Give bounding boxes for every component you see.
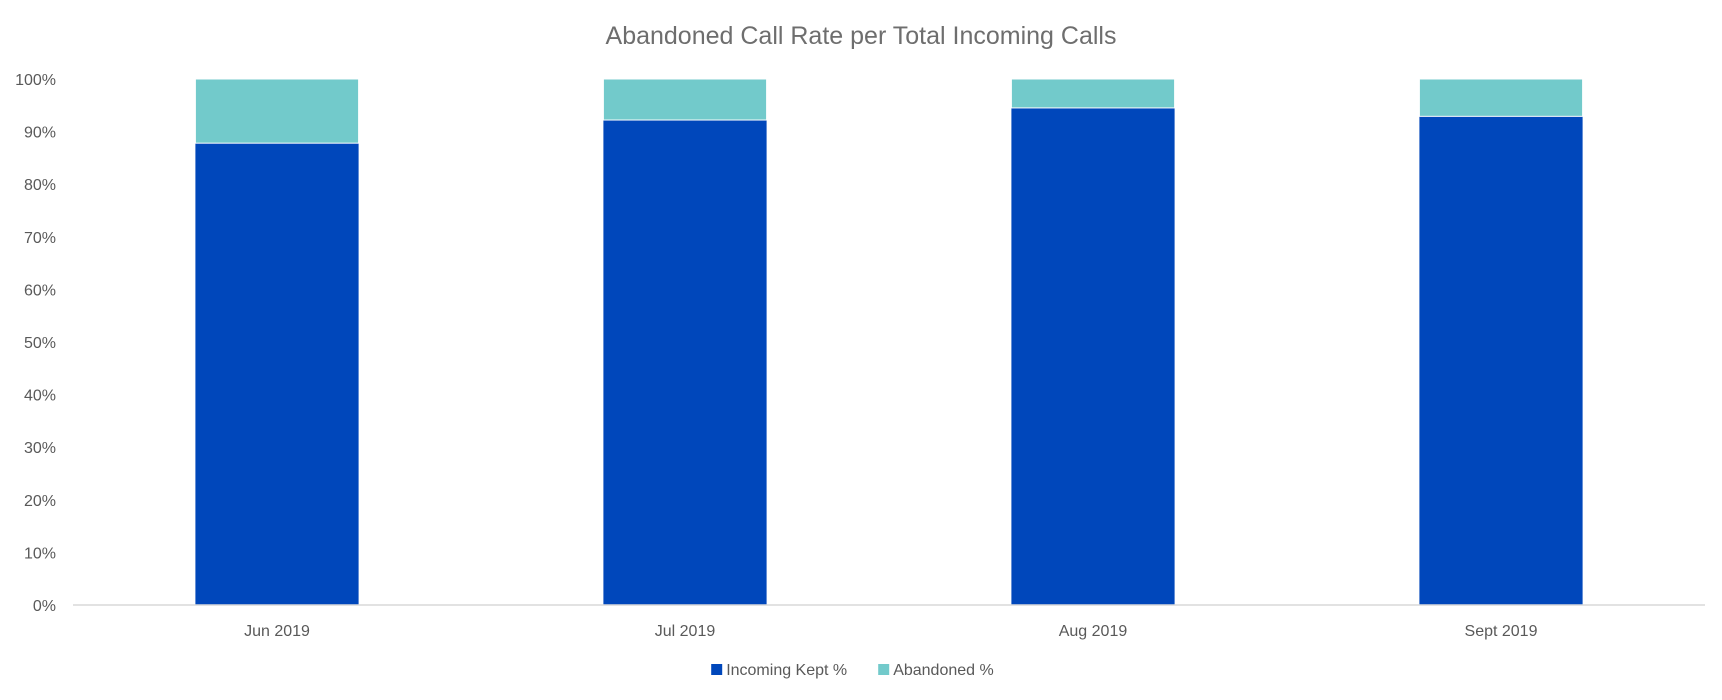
x-axis: Jun 2019 Jul 2019 Aug 2019 Sept 2019: [244, 623, 1538, 640]
bar-segment-abandoned: [602, 78, 768, 121]
y-tick-label: 100%: [15, 72, 56, 89]
y-tick-label: 70%: [24, 230, 56, 247]
legend-swatch: [878, 664, 890, 675]
y-tick-label: 60%: [24, 282, 56, 299]
bar-segment-incoming-kept: [1419, 116, 1583, 605]
y-tick-label: 0%: [33, 598, 56, 615]
chart-title: Abandoned Call Rate per Total Incoming C…: [606, 22, 1117, 50]
y-tick-label: 30%: [24, 440, 56, 457]
x-tick-label: Jun 2019: [244, 623, 310, 640]
bar-segment-abandoned: [1010, 78, 1176, 109]
y-tick-label: 20%: [24, 493, 56, 510]
bar-segment-incoming-kept: [603, 120, 767, 605]
y-tick-label: 50%: [24, 335, 56, 352]
x-tick-label: Aug 2019: [1059, 623, 1128, 640]
legend: Incoming Kept % Abandoned %: [711, 662, 994, 679]
y-tick-label: 10%: [24, 545, 56, 562]
legend-item: Incoming Kept %: [711, 662, 847, 679]
bar-segment-incoming-kept: [1011, 107, 1175, 606]
y-tick-label: 90%: [24, 125, 56, 142]
x-tick-label: Jul 2019: [655, 623, 716, 640]
x-tick-label: Sept 2019: [1465, 623, 1538, 640]
bar-segment-incoming-kept: [195, 143, 359, 605]
bars: [194, 78, 1584, 606]
y-axis: 0% 10% 20% 30% 40% 50% 60% 70% 80% 90% 100%: [15, 72, 56, 615]
legend-item: Abandoned %: [878, 662, 994, 679]
legend-label: Incoming Kept %: [726, 662, 847, 679]
legend-label: Abandoned %: [893, 662, 994, 679]
y-tick-label: 80%: [24, 177, 56, 194]
y-tick-label: 40%: [24, 388, 56, 405]
bar-segment-abandoned: [194, 78, 360, 144]
legend-swatch: [711, 664, 723, 675]
bar-segment-abandoned: [1418, 78, 1584, 117]
